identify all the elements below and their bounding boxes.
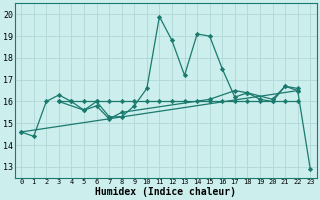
X-axis label: Humidex (Indice chaleur): Humidex (Indice chaleur) <box>95 186 236 197</box>
